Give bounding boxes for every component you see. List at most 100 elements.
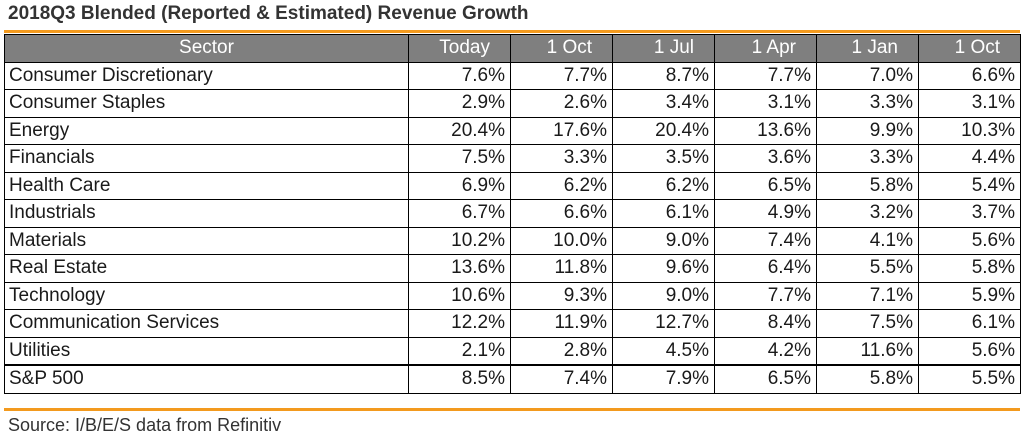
source-note: Source: I/B/E/S data from Refinitiv bbox=[8, 415, 282, 435]
table-row: Industrials 6.7% 6.6% 6.1% 4.9% 3.2% 3.7% bbox=[4, 199, 1021, 228]
revenue-growth-table: Sector Today 1 Oct 1 Jul 1 Apr 1 Jan 1 O… bbox=[4, 34, 1021, 394]
table-row: Utilities 2.1% 2.8% 4.5% 4.2% 11.6% 5.6% bbox=[4, 336, 1021, 365]
growth-value-cell: 10.0% bbox=[510, 226, 613, 255]
header-row: Sector Today 1 Oct 1 Jul 1 Apr 1 Jan 1 O… bbox=[4, 34, 1021, 63]
growth-value-cell: 10.3% bbox=[918, 116, 1021, 145]
growth-value-cell: 3.7% bbox=[918, 199, 1021, 228]
table-row: Consumer Discretionary 7.6% 7.7% 8.7% 7.7% 7.… bbox=[4, 61, 1021, 90]
growth-value-cell: 7.7% bbox=[714, 61, 817, 90]
growth-value-cell: 4.5% bbox=[612, 336, 715, 365]
growth-value-cell: 3.3% bbox=[816, 89, 919, 118]
growth-value-cell: 2.6% bbox=[510, 89, 613, 118]
growth-value-cell: 6.6% bbox=[510, 199, 613, 228]
table-row: Communication Services 12.2% 11.9% 12.7% 8.4… bbox=[4, 309, 1021, 338]
growth-value-cell: 3.5% bbox=[612, 144, 715, 173]
growth-value-cell: 9.6% bbox=[612, 254, 715, 283]
table-body: Consumer Discretionary 7.6% 7.7% 8.7% 7.7% 7.… bbox=[4, 61, 1021, 394]
table-row: Technology 10.6% 9.3% 9.0% 7.7% 7.1% 5.9% bbox=[4, 281, 1021, 310]
table-row: Financials 7.5% 3.3% 3.5% 3.6% 3.3% 4.4% bbox=[4, 144, 1021, 173]
growth-value-cell: 7.4% bbox=[714, 226, 817, 255]
growth-value-cell: 6.7% bbox=[408, 199, 511, 228]
growth-value-cell: 5.6% bbox=[918, 226, 1021, 255]
growth-value-cell: 3.2% bbox=[816, 199, 919, 228]
table-row: Materials 10.2% 10.0% 9.0% 7.4% 4.1% 5.6% bbox=[4, 226, 1021, 255]
growth-value-cell: 2.9% bbox=[408, 89, 511, 118]
growth-value-cell: 5.8% bbox=[918, 254, 1021, 283]
growth-value-cell: 6.6% bbox=[918, 61, 1021, 90]
top-accent-rule bbox=[4, 30, 1020, 33]
table-row: Energy 20.4% 17.6% 20.4% 13.6% 9.9% 10.3% bbox=[4, 116, 1021, 145]
sector-name-cell: Materials bbox=[4, 226, 409, 255]
growth-value-cell: 3.3% bbox=[510, 144, 613, 173]
sector-name-cell: Financials bbox=[4, 144, 409, 173]
growth-value-cell: 7.4% bbox=[510, 363, 613, 394]
growth-value-cell: 3.1% bbox=[918, 89, 1021, 118]
bottom-accent-rule bbox=[4, 408, 1020, 411]
growth-value-cell: 12.2% bbox=[408, 309, 511, 338]
growth-value-cell: 7.1% bbox=[816, 281, 919, 310]
growth-value-cell: 12.7% bbox=[612, 309, 715, 338]
sector-name-cell: Real Estate bbox=[4, 254, 409, 283]
sector-name-cell: S&P 500 bbox=[4, 363, 409, 394]
column-header-today: Today bbox=[408, 34, 511, 63]
growth-value-cell: 5.8% bbox=[816, 171, 919, 200]
growth-value-cell: 7.5% bbox=[816, 309, 919, 338]
sector-name-cell: Energy bbox=[4, 116, 409, 145]
sector-name-cell: Health Care bbox=[4, 171, 409, 200]
column-header-1-oct: 1 Oct bbox=[510, 34, 613, 63]
growth-value-cell: 2.8% bbox=[510, 336, 613, 365]
growth-value-cell: 8.4% bbox=[714, 309, 817, 338]
growth-value-cell: 6.1% bbox=[918, 309, 1021, 338]
table-row: Real Estate 13.6% 11.8% 9.6% 6.4% 5.5% 5.8% bbox=[4, 254, 1021, 283]
growth-value-cell: 7.0% bbox=[816, 61, 919, 90]
growth-value-cell: 3.4% bbox=[612, 89, 715, 118]
growth-value-cell: 11.9% bbox=[510, 309, 613, 338]
growth-value-cell: 9.3% bbox=[510, 281, 613, 310]
growth-value-cell: 20.4% bbox=[612, 116, 715, 145]
growth-value-cell: 5.9% bbox=[918, 281, 1021, 310]
growth-value-cell: 11.6% bbox=[816, 336, 919, 365]
growth-value-cell: 7.6% bbox=[408, 61, 511, 90]
growth-value-cell: 13.6% bbox=[408, 254, 511, 283]
growth-value-cell: 7.7% bbox=[714, 281, 817, 310]
growth-value-cell: 7.9% bbox=[612, 363, 715, 394]
growth-value-cell: 3.1% bbox=[714, 89, 817, 118]
sector-name-cell: Consumer Staples bbox=[4, 89, 409, 118]
growth-value-cell: 20.4% bbox=[408, 116, 511, 145]
sector-name-cell: Consumer Discretionary bbox=[4, 61, 409, 90]
growth-value-cell: 11.8% bbox=[510, 254, 613, 283]
growth-value-cell: 4.4% bbox=[918, 144, 1021, 173]
growth-value-cell: 6.1% bbox=[612, 199, 715, 228]
column-header-1-jan: 1 Jan bbox=[816, 34, 919, 63]
growth-value-cell: 8.7% bbox=[612, 61, 715, 90]
growth-value-cell: 7.5% bbox=[408, 144, 511, 173]
growth-value-cell: 9.0% bbox=[612, 281, 715, 310]
growth-value-cell: 3.6% bbox=[714, 144, 817, 173]
growth-value-cell: 9.0% bbox=[612, 226, 715, 255]
growth-value-cell: 2.1% bbox=[408, 336, 511, 365]
growth-value-cell: 4.1% bbox=[816, 226, 919, 255]
growth-value-cell: 6.5% bbox=[714, 171, 817, 200]
sector-name-cell: Technology bbox=[4, 281, 409, 310]
growth-value-cell: 5.8% bbox=[816, 363, 919, 394]
growth-value-cell: 5.5% bbox=[816, 254, 919, 283]
growth-value-cell: 10.2% bbox=[408, 226, 511, 255]
growth-value-cell: 13.6% bbox=[714, 116, 817, 145]
growth-value-cell: 5.4% bbox=[918, 171, 1021, 200]
table-row: Health Care 6.9% 6.2% 6.2% 6.5% 5.8% 5.4% bbox=[4, 171, 1021, 200]
growth-value-cell: 4.2% bbox=[714, 336, 817, 365]
growth-value-cell: 4.9% bbox=[714, 199, 817, 228]
growth-value-cell: 8.5% bbox=[408, 363, 511, 394]
column-header-1-oct-prior: 1 Oct bbox=[918, 34, 1021, 63]
sector-name-cell: Utilities bbox=[4, 336, 409, 365]
sector-name-cell: Communication Services bbox=[4, 309, 409, 338]
growth-value-cell: 9.9% bbox=[816, 116, 919, 145]
column-header-1-apr: 1 Apr bbox=[714, 34, 817, 63]
column-header-sector: Sector bbox=[4, 34, 409, 63]
growth-value-cell: 10.6% bbox=[408, 281, 511, 310]
growth-value-cell: 6.4% bbox=[714, 254, 817, 283]
growth-value-cell: 7.7% bbox=[510, 61, 613, 90]
sector-name-cell: Industrials bbox=[4, 199, 409, 228]
growth-value-cell: 5.6% bbox=[918, 336, 1021, 365]
table-row-total: S&P 500 8.5% 7.4% 7.9% 6.5% 5.8% 5.5% bbox=[4, 363, 1021, 394]
